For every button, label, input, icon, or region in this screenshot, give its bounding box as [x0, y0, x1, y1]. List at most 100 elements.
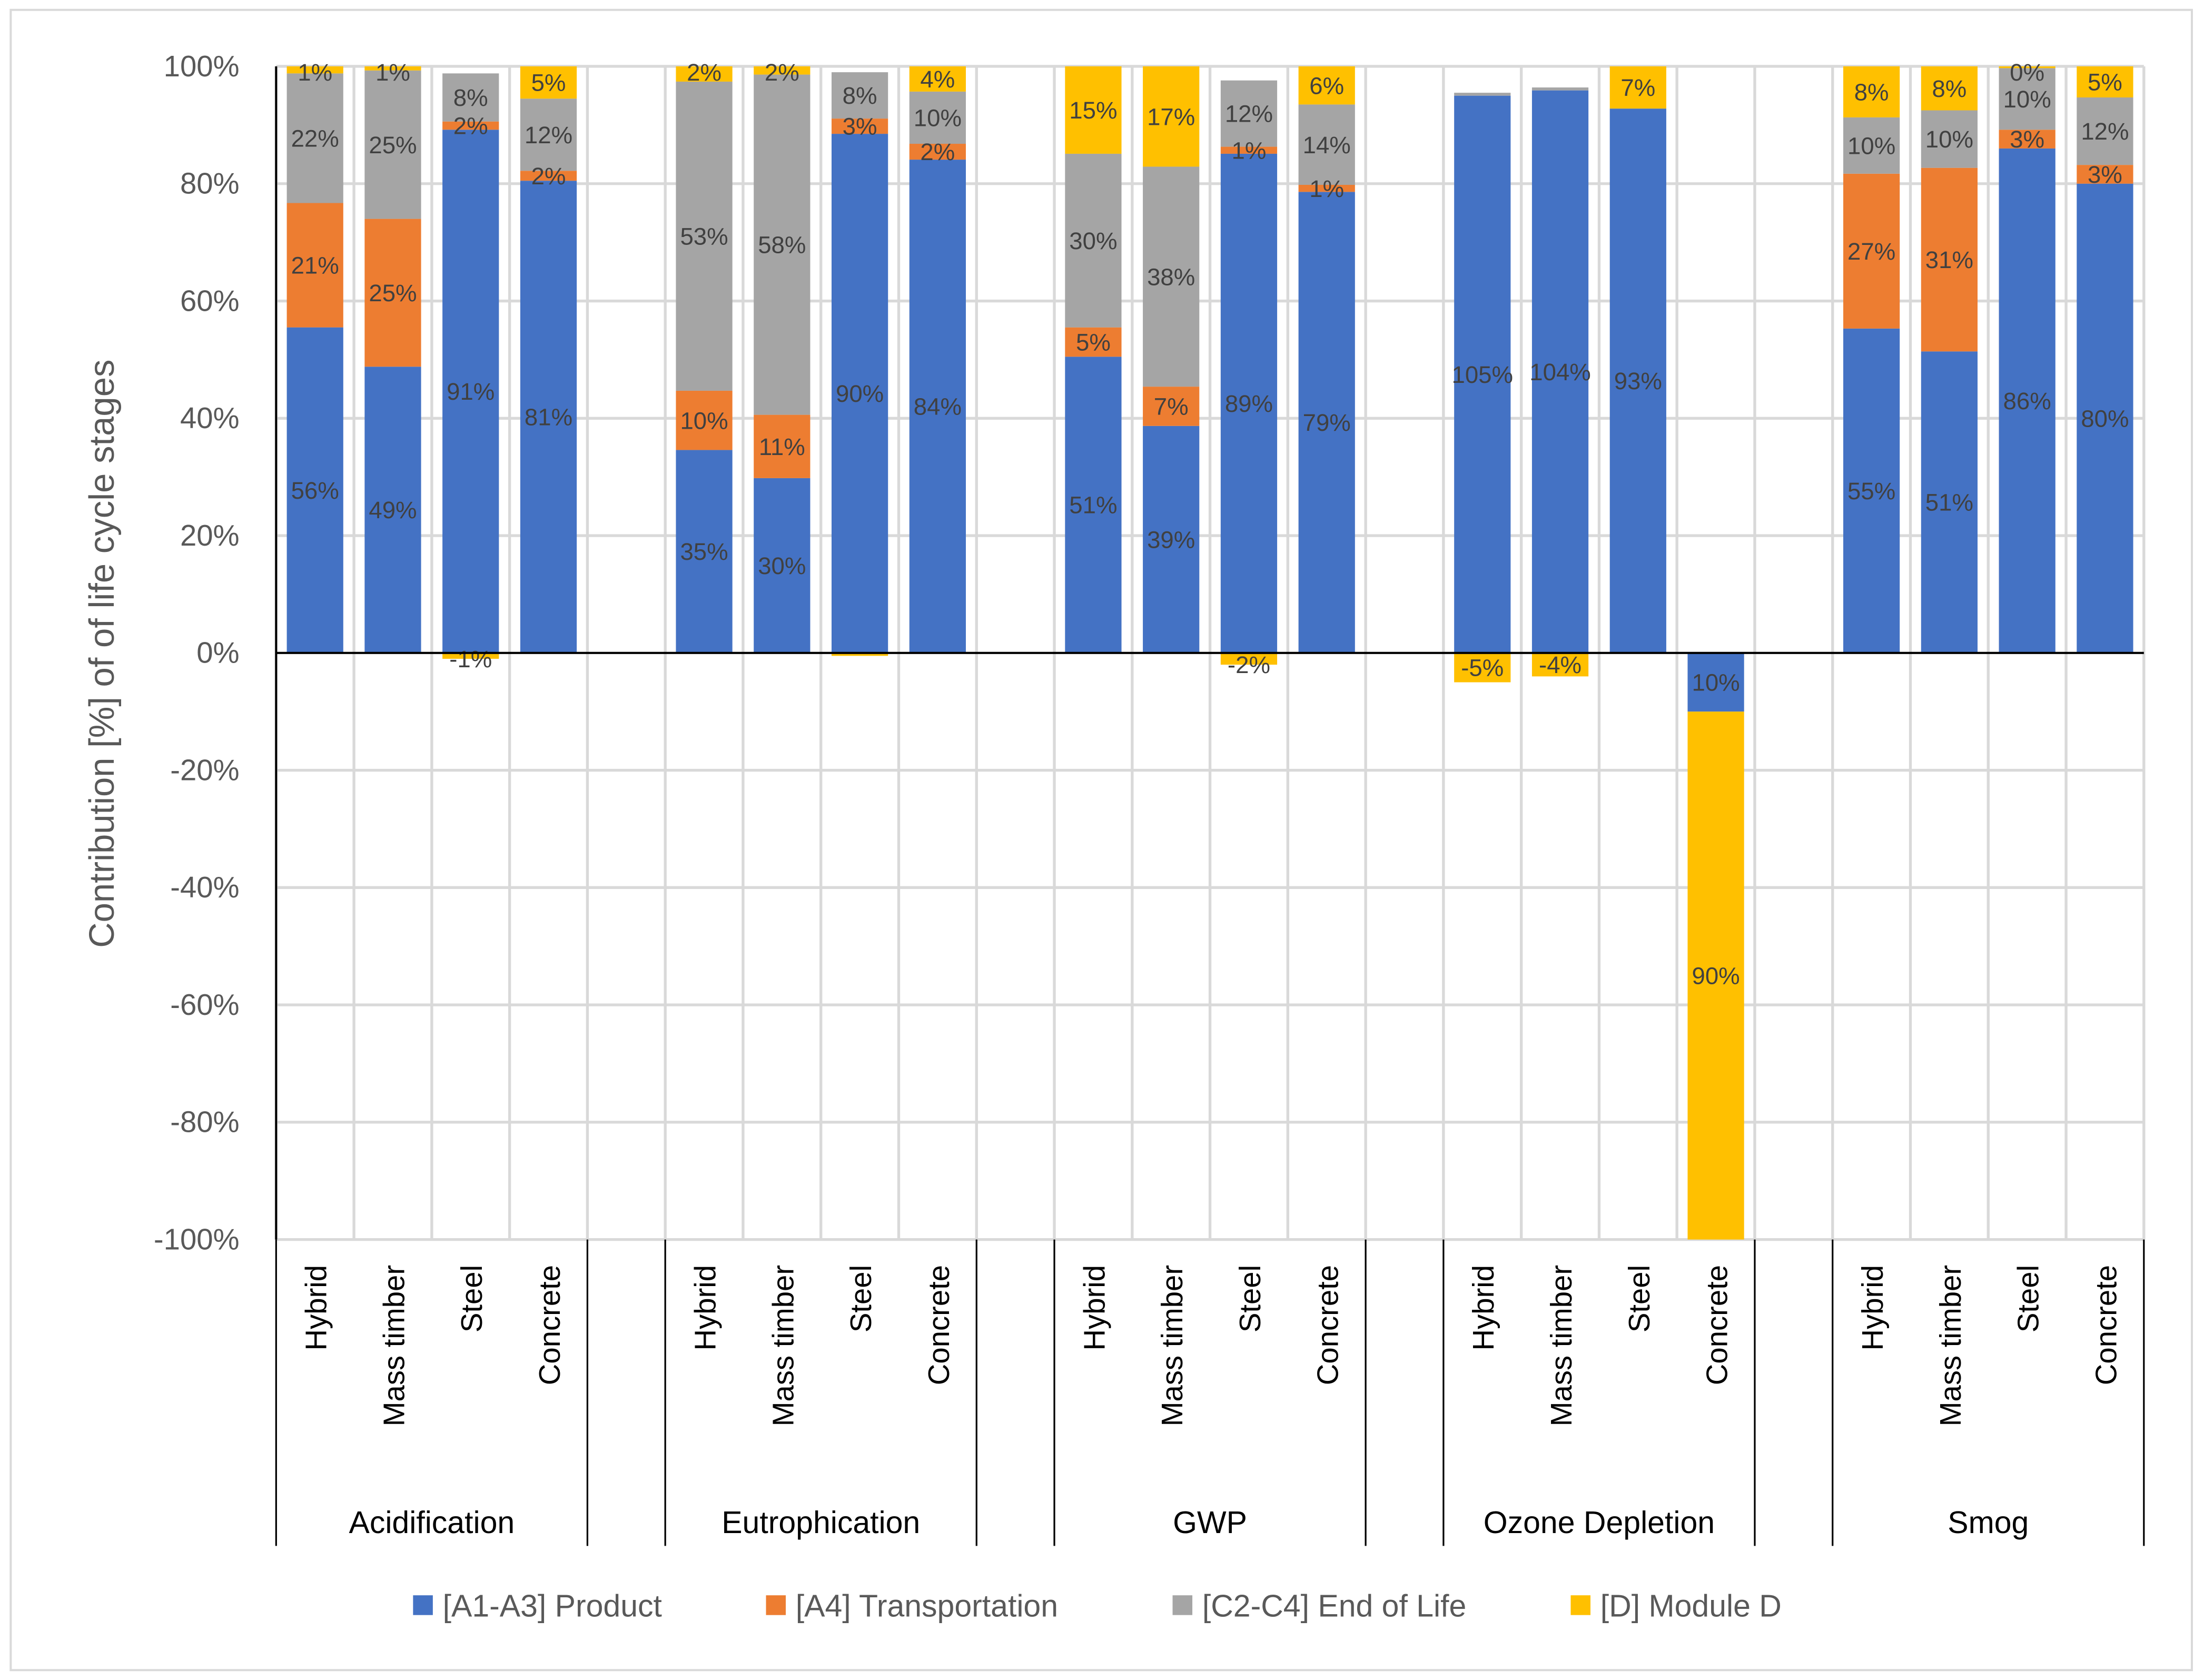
data-label: 35%: [680, 538, 728, 565]
x-category-label: Steel: [2012, 1265, 2045, 1332]
legend-swatch: [413, 1595, 433, 1615]
bar-segment-acidification-hybrid-s3: [286, 66, 343, 74]
bar-segment-gwp-concrete-s3: [1298, 66, 1355, 105]
bar-segment-ozone-depletion-steel-s3: [1609, 66, 1666, 109]
data-label: 22%: [291, 125, 339, 152]
data-label: 25%: [369, 280, 417, 307]
bar-segment-smog-hybrid-s1: [1843, 173, 1900, 329]
legend-item: [A4] Transportation: [766, 1589, 1058, 1623]
legend-item: [A1-A3] Product: [413, 1589, 662, 1623]
bar-segment-smog-concrete-s2: [2077, 97, 2133, 165]
bar-segment-gwp-concrete-s0: [1298, 192, 1355, 653]
bar-segment-smog-steel-s3: [1999, 66, 2055, 68]
bar-segment-smog-hybrid-s3: [1843, 66, 1900, 117]
bar-segment-acidification-steel-s0: [442, 130, 499, 653]
bar-segment-acidification-steel-s3: [442, 653, 499, 659]
x-category-label: Mass timber: [377, 1265, 410, 1426]
data-label: 31%: [1925, 246, 1973, 273]
bar-segment-smog-mass-timber-s1: [1921, 167, 1978, 352]
data-label: 10%: [1692, 669, 1740, 696]
data-label: 51%: [1069, 492, 1117, 519]
x-group-label: Ozone Depletion: [1484, 1506, 1715, 1540]
bar-segment-ozone-depletion-concrete-s0: [1687, 653, 1744, 712]
bar-segment-smog-hybrid-s0: [1843, 328, 1900, 653]
bar-segment-eutrophication-hybrid-s1: [676, 390, 733, 450]
legend-label: [C2-C4] End of Life: [1202, 1589, 1467, 1623]
data-label: 10%: [2003, 86, 2051, 113]
bar-segment-gwp-hybrid-s2: [1065, 153, 1122, 328]
bar-segment-acidification-hybrid-s2: [286, 73, 343, 203]
bar-segment-gwp-concrete-s1: [1298, 184, 1355, 192]
x-category-label: Concrete: [922, 1265, 955, 1385]
x-group-label: GWP: [1173, 1506, 1247, 1540]
bar-segment-acidification-hybrid-s0: [286, 327, 343, 653]
y-tick-label: -60%: [170, 988, 239, 1021]
x-group-label: Acidification: [349, 1506, 515, 1540]
bar-segment-gwp-mass-timber-s1: [1143, 387, 1200, 426]
legend-swatch: [1172, 1595, 1193, 1615]
x-category-label: Mass timber: [1934, 1265, 1967, 1426]
data-label: 39%: [1147, 526, 1195, 553]
bar-segment-acidification-concrete-s0: [520, 181, 577, 653]
x-category-label: Steel: [1623, 1265, 1656, 1332]
y-tick-label: 80%: [180, 167, 240, 200]
x-category-label: Concrete: [2089, 1265, 2122, 1385]
bar-segment-acidification-steel-s2: [442, 73, 499, 122]
data-label: 7%: [1620, 74, 1655, 101]
data-label: 15%: [1069, 97, 1117, 124]
x-category-label: Hybrid: [1078, 1265, 1111, 1351]
data-label: 6%: [1309, 72, 1344, 99]
data-label: 91%: [447, 378, 495, 405]
bar-segment-gwp-mass-timber-s0: [1143, 426, 1200, 653]
bar-segment-acidification-concrete-s1: [520, 171, 577, 181]
bar-segment-eutrophication-steel-s2: [831, 72, 888, 119]
bar-segment-smog-mass-timber-s2: [1921, 110, 1978, 168]
data-label: 21%: [291, 252, 339, 279]
bar-segment-acidification-steel-s1: [442, 121, 499, 130]
legend-item: [C2-C4] End of Life: [1172, 1589, 1467, 1623]
data-label: 8%: [453, 84, 488, 111]
bar-segment-smog-concrete-s3: [2077, 66, 2133, 98]
legend-label: [A4] Transportation: [796, 1589, 1058, 1623]
legend-label: [A1-A3] Product: [443, 1589, 662, 1623]
data-label: 17%: [1147, 103, 1195, 130]
data-label: 53%: [680, 223, 728, 250]
y-tick-label: -80%: [170, 1105, 239, 1139]
data-label: -2%: [1228, 651, 1270, 678]
data-label: 30%: [758, 552, 806, 579]
data-label: 14%: [1303, 132, 1351, 159]
bars: [286, 66, 2133, 1240]
data-label: 5%: [2088, 69, 2122, 96]
bar-segment-smog-steel-s1: [1999, 130, 2055, 149]
data-label: 8%: [1932, 75, 1966, 102]
data-label: 90%: [1692, 962, 1740, 989]
bar-segment-eutrophication-concrete-s3: [909, 66, 966, 92]
bar-segment-smog-concrete-s1: [2077, 165, 2133, 184]
bar-segment-eutrophication-concrete-s0: [909, 160, 966, 653]
data-label: 38%: [1147, 263, 1195, 290]
bar-segment-acidification-concrete-s2: [520, 98, 577, 171]
bar-segment-eutrophication-steel-s3: [831, 653, 888, 656]
legend-label: [D] Module D: [1600, 1589, 1782, 1623]
bar-segment-ozone-depletion-mass-timber-s2: [1531, 87, 1589, 91]
bar-segment-smog-mass-timber-s3: [1921, 66, 1978, 111]
data-label: 1%: [375, 59, 410, 86]
data-label: 10%: [1925, 126, 1973, 153]
y-tick-label: 60%: [180, 284, 240, 317]
data-label: 1%: [1232, 137, 1267, 164]
data-label: 12%: [525, 122, 572, 149]
data-label: 3%: [2088, 161, 2122, 188]
data-label: 12%: [1225, 101, 1273, 127]
data-label: 55%: [1847, 478, 1895, 505]
data-label: 89%: [1225, 390, 1273, 417]
data-label: 4%: [920, 66, 955, 93]
x-category-label: Mass timber: [1545, 1265, 1578, 1426]
x-category-label: Hybrid: [688, 1265, 722, 1351]
y-tick-label: -20%: [170, 753, 239, 786]
bar-segment-acidification-mass-timber-s1: [364, 219, 421, 367]
data-label: -5%: [1461, 655, 1504, 681]
bar-segment-gwp-steel-s2: [1220, 80, 1278, 147]
bar-segment-ozone-depletion-hybrid-s3: [1454, 653, 1511, 683]
data-label: 3%: [2010, 126, 2044, 153]
data-label: 58%: [758, 232, 806, 259]
